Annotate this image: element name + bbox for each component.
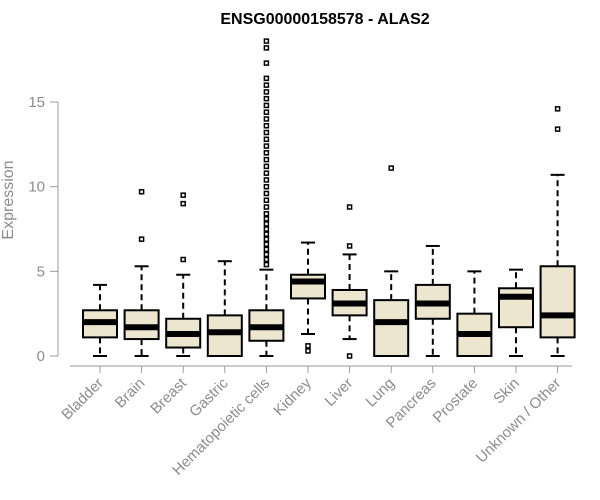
outlier-point	[138, 236, 145, 242]
category-label: Skin	[490, 375, 523, 408]
outlier-point	[263, 251, 270, 258]
category-label: Breast	[147, 374, 190, 417]
box-unknown-other	[539, 106, 576, 357]
category-label: Bladder	[58, 375, 107, 424]
box-bladder	[82, 283, 118, 357]
chart-title: ENSG00000158578 - ALAS2	[220, 11, 429, 28]
outlier-point	[263, 136, 270, 143]
y-tick-label: 5	[37, 263, 45, 280]
outlier-point	[263, 183, 270, 190]
y-tick-label: 15	[28, 94, 45, 111]
category-label: Lung	[362, 375, 398, 411]
outlier-point	[263, 116, 270, 122]
outlier-point	[263, 45, 270, 51]
outlier-point	[263, 89, 270, 95]
y-tick-label: 10	[28, 179, 45, 196]
outlier-point	[263, 177, 270, 183]
outlier-point	[263, 75, 270, 82]
outlier-point	[263, 211, 270, 217]
outlier-point	[263, 236, 270, 242]
boxes	[82, 38, 576, 359]
box-skin	[498, 268, 534, 357]
box-gastric	[206, 260, 243, 358]
outlier-point	[388, 165, 394, 171]
outlier-point	[263, 143, 270, 149]
outlier-point	[263, 60, 270, 66]
box-pancreas	[414, 244, 451, 357]
outlier-point	[180, 200, 186, 207]
outlier-point	[263, 150, 270, 156]
box-lung	[373, 165, 410, 358]
outlier-point	[138, 189, 145, 195]
outlier-point	[263, 109, 270, 115]
outlier-point	[263, 163, 270, 170]
outlier-point	[305, 343, 311, 349]
outlier-point	[263, 256, 270, 263]
outlier-point	[263, 246, 270, 253]
category-label: Liver	[321, 375, 356, 410]
outlier-point	[263, 38, 270, 44]
outlier-point	[263, 241, 270, 248]
outlier-point	[263, 95, 270, 102]
iqr-box	[290, 273, 326, 300]
category-label: Brain	[112, 375, 149, 412]
outlier-point	[180, 192, 186, 198]
y-axis-title: Expression	[0, 160, 17, 239]
outlier-point	[554, 126, 561, 132]
outlier-point	[263, 102, 270, 109]
box-kidney	[290, 241, 326, 354]
outlier-point	[180, 256, 186, 263]
box-liver	[331, 204, 368, 359]
box-hematopoietic-cells	[248, 38, 285, 357]
box-breast	[165, 192, 202, 357]
outlier-point	[263, 123, 270, 129]
outlier-point	[263, 170, 270, 176]
outlier-point	[263, 190, 270, 197]
outlier-point	[263, 156, 270, 163]
iqr-box	[373, 299, 410, 358]
y-ticks: 0 5 10 15	[28, 94, 58, 365]
outlier-point	[263, 221, 270, 227]
outlier-point	[263, 261, 270, 268]
iqr-box	[539, 265, 576, 339]
category-label: Kidney	[270, 374, 315, 419]
outlier-point	[346, 353, 353, 359]
y-tick-label: 0	[37, 348, 45, 365]
box-brain	[123, 189, 160, 357]
outlier-point	[346, 204, 353, 210]
iqr-box	[206, 314, 243, 358]
outlier-point	[263, 216, 270, 222]
category-label: Prostate	[430, 375, 482, 427]
box-prostate	[456, 270, 493, 357]
outlier-point	[263, 226, 270, 232]
outlier-point	[263, 129, 270, 136]
outlier-point	[263, 231, 270, 237]
outlier-point	[305, 348, 311, 354]
outlier-point	[346, 243, 353, 249]
outlier-point	[263, 197, 270, 203]
outlier-point	[263, 204, 270, 210]
outlier-point	[554, 106, 561, 112]
outlier-point	[263, 82, 270, 88]
